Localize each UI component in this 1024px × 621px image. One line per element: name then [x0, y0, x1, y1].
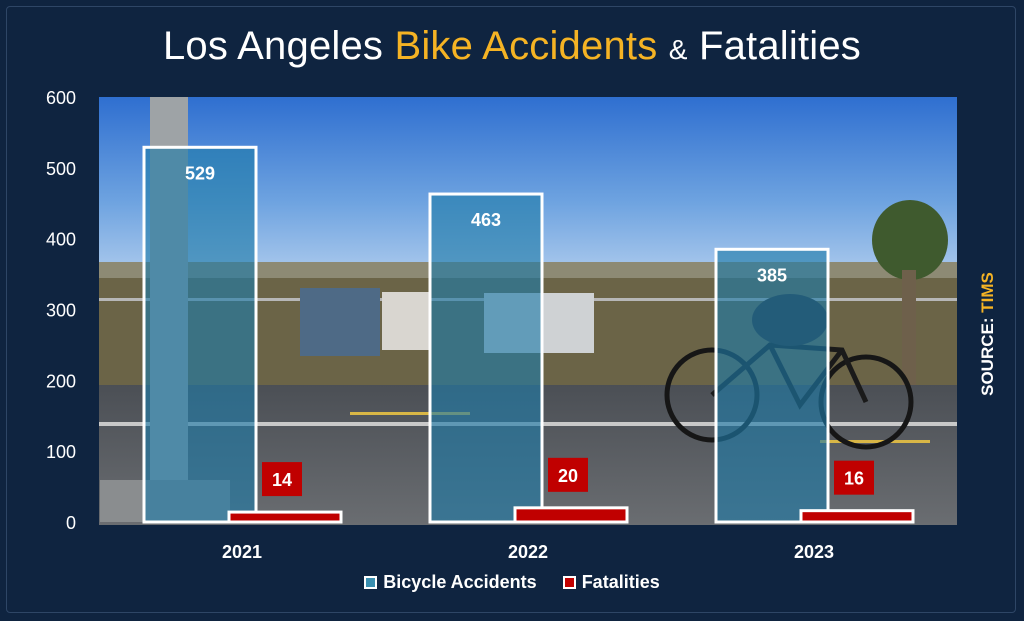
photo-palm-trunk [902, 270, 916, 390]
value-label-accidents: 463 [471, 210, 501, 230]
photo-sign-1 [300, 288, 380, 356]
source-note: SOURCE: TIMS [978, 272, 998, 396]
legend-item-accidents: Bicycle Accidents [364, 572, 537, 593]
title-suffix: Fatalities [698, 24, 862, 68]
value-label-fatalities: 16 [844, 469, 864, 489]
bar-accidents [142, 145, 258, 524]
value-label-fatalities: 14 [272, 470, 292, 490]
legend-item-fatalities: Fatalities [562, 572, 660, 593]
value-label-fatalities: 20 [558, 466, 578, 486]
bars [142, 145, 915, 524]
chart-title: Los Angeles Bike Accidents & Fatalities [0, 24, 1024, 69]
title-ampersand: & [668, 34, 688, 65]
source-value: TIMS [978, 272, 997, 313]
legend-swatch-fatalities [562, 576, 576, 589]
x-tick-label: 2022 [508, 542, 548, 562]
y-tick-label: 300 [46, 301, 76, 321]
bar-fatalities [799, 509, 915, 524]
photo-road-line-3 [820, 440, 930, 443]
value-label-fatalities-box [834, 460, 874, 495]
bar-fatalities [513, 506, 629, 524]
legend-label-fatalities: Fatalities [581, 572, 660, 592]
y-tick-label: 600 [46, 88, 76, 108]
photo-sign-2 [382, 292, 430, 350]
x-axis: 2021 2022 2023 [222, 542, 834, 562]
value-label-fatalities-box [262, 462, 302, 497]
legend-swatch-accidents [364, 576, 378, 589]
y-tick-label: 200 [46, 371, 76, 391]
y-tick-label: 500 [46, 159, 76, 179]
title-highlight: Bike Accidents [394, 24, 658, 68]
y-axis: 0 100 200 300 400 500 600 [46, 88, 76, 533]
value-label-accidents: 385 [757, 265, 787, 285]
photo-palm-tree [872, 200, 948, 280]
source-label: SOURCE: [978, 317, 997, 396]
value-labels: 529 14 463 20 385 16 [185, 163, 874, 497]
photo-road-line-2 [350, 412, 470, 415]
x-tick-label: 2021 [222, 542, 262, 562]
y-tick-label: 0 [66, 513, 76, 533]
bar-accidents [428, 192, 544, 524]
legend: Bicycle Accidents Fatalities [0, 572, 1024, 593]
title-prefix: Los Angeles [162, 24, 384, 68]
bar-fatalities [227, 510, 343, 524]
value-label-accidents: 529 [185, 163, 215, 183]
y-tick-label: 100 [46, 442, 76, 462]
legend-label-accidents: Bicycle Accidents [383, 572, 537, 592]
y-tick-label: 400 [46, 230, 76, 250]
bar-accidents [714, 247, 830, 524]
value-label-fatalities-box [548, 457, 588, 492]
chart-frame [6, 6, 1016, 613]
x-tick-label: 2023 [794, 542, 834, 562]
